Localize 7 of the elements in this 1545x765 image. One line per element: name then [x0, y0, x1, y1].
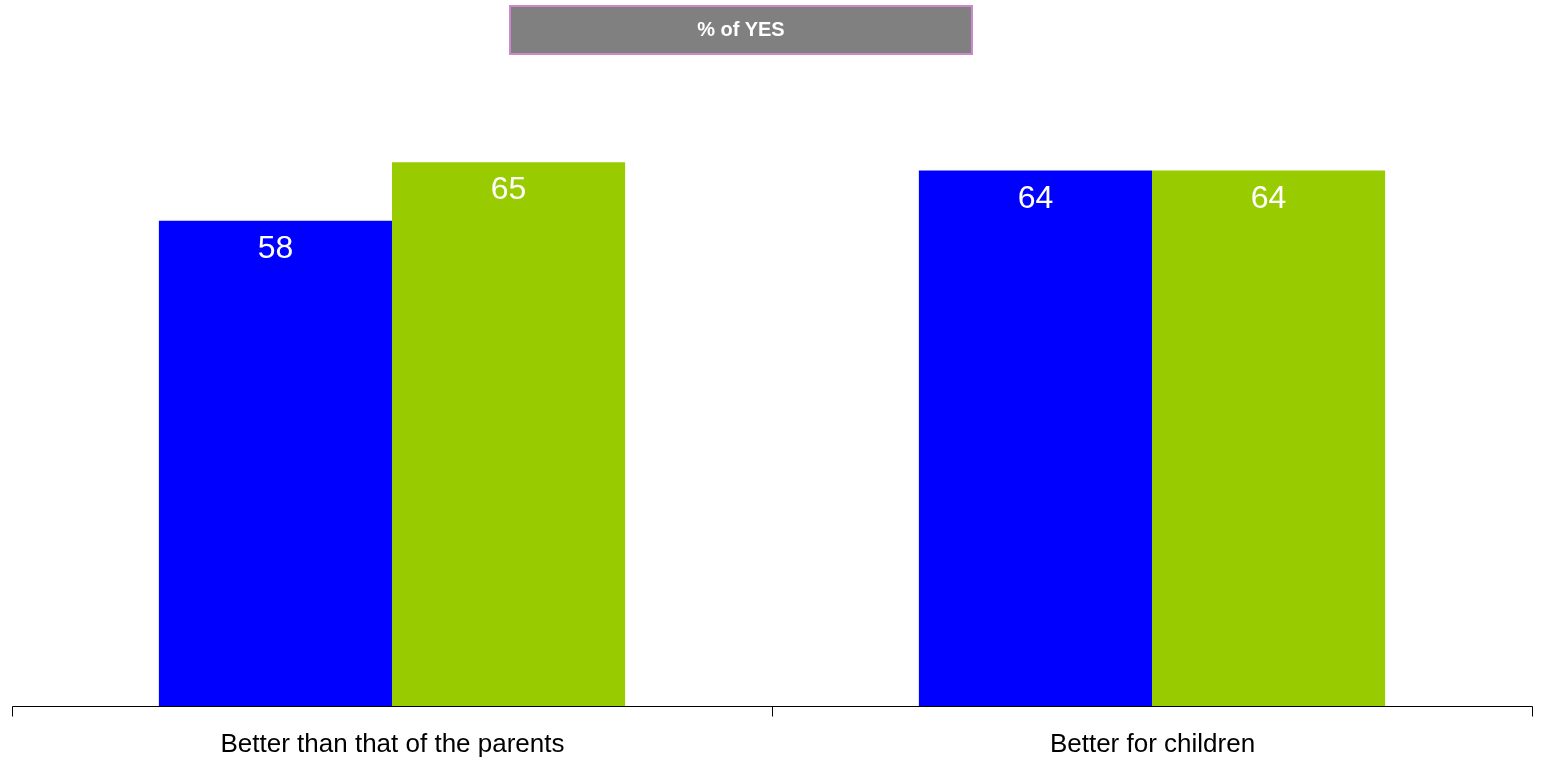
- chart-title: % of YES: [697, 18, 785, 40]
- x-tick-label: Better than that of the parents: [220, 727, 565, 758]
- data-label: 65: [490, 170, 527, 207]
- data-label: 58: [257, 228, 294, 265]
- data-label: 64: [1250, 178, 1287, 215]
- data-label: 64: [1017, 178, 1054, 215]
- x-tick-label: Better for children: [1049, 727, 1256, 758]
